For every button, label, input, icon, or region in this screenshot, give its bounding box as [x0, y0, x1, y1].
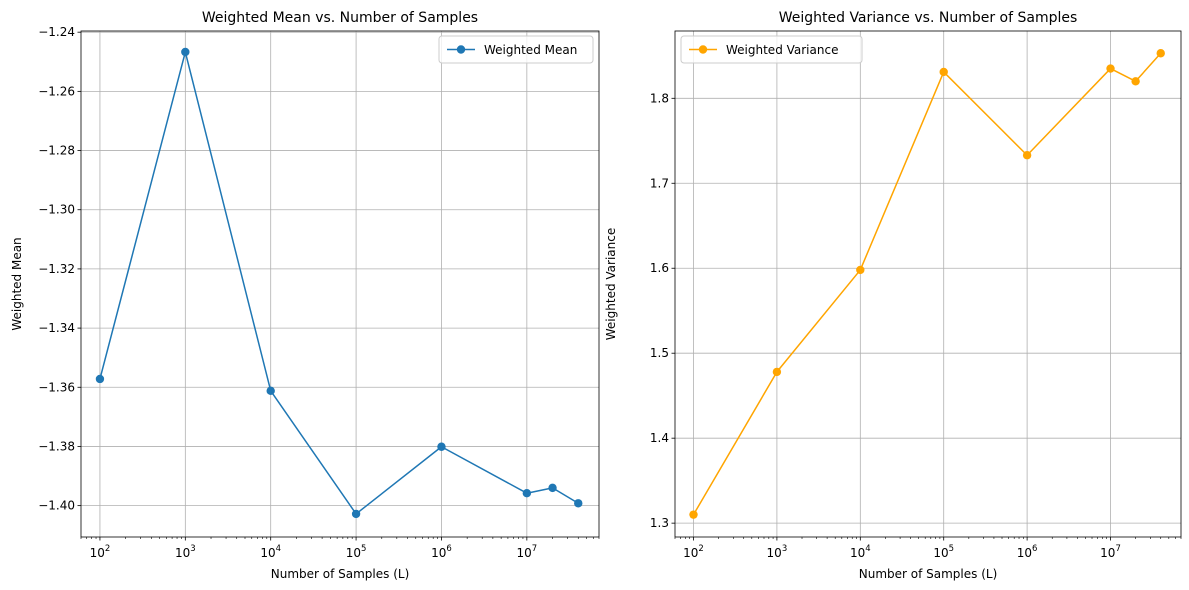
series-line [99, 51, 579, 515]
y-tick-label: −1.30 [38, 203, 75, 217]
legend-marker [698, 45, 708, 54]
axes-frame [674, 30, 1182, 538]
data-point [689, 510, 698, 519]
data-point [181, 47, 190, 57]
series-line [692, 52, 1162, 516]
x-tick-label: 105 [346, 544, 367, 560]
x-tick-label: 107 [1100, 544, 1121, 560]
data-point [1106, 64, 1115, 73]
x-tick-label: 104 [850, 544, 871, 560]
y-tick-label: −1.38 [38, 439, 75, 453]
y-tick-label: 1.3 [650, 516, 669, 530]
grid [81, 31, 599, 537]
y-tick-label: 1.4 [650, 431, 669, 445]
data-point [95, 374, 105, 384]
y-axis-label: Weighted Mean [10, 237, 24, 330]
legend-marker [456, 45, 466, 54]
data-point [1022, 151, 1032, 160]
legend-label: Weighted Mean [484, 43, 577, 57]
y-tick-label: −1.40 [38, 499, 75, 513]
grid [675, 31, 1181, 537]
x-tick-label: 105 [933, 544, 954, 560]
data-point [266, 386, 275, 396]
data-point [522, 489, 532, 498]
chart-weighted-variance: 102 103 104 105 106 107 1.3 1.4 1.5 1.6 1.7 1.8 Weig… [604, 10, 1182, 581]
legend: Weighted Variance [680, 35, 863, 64]
y-tick-label: −1.36 [38, 380, 75, 394]
data-point [939, 67, 948, 77]
x-tick-label: 102 [90, 544, 111, 560]
x-axis-label: Number of Samples (L) [859, 567, 998, 581]
y-tick-label: −1.32 [38, 262, 75, 276]
y-tick-label: −1.28 [38, 144, 75, 158]
legend-label: Weighted Variance [726, 43, 838, 57]
x-tick-label: 106 [431, 544, 452, 560]
x-tick-label: 103 [175, 544, 196, 560]
x-axis-label: Number of Samples (L) [271, 567, 410, 581]
data-point [856, 265, 865, 275]
axes-frame [80, 30, 600, 538]
x-tick-label: 104 [260, 544, 281, 560]
y-tick-label: 1.7 [650, 176, 669, 190]
y-tick-label: 1.6 [650, 261, 669, 275]
data-point [548, 483, 557, 493]
y-tick-label: −1.26 [38, 84, 75, 98]
chart-title: Weighted Mean vs. Number of Samples [202, 10, 478, 26]
data-point [351, 509, 361, 519]
data-point [574, 499, 583, 508]
legend: Weighted Mean [438, 35, 594, 64]
y-tick-label: 1.8 [650, 91, 669, 105]
y-tick-label: 1.5 [650, 346, 669, 360]
x-tick-label: 107 [516, 544, 537, 560]
legend-frame [680, 35, 863, 64]
y-tick-label: −1.24 [38, 25, 75, 39]
x-tick-label: 106 [1017, 544, 1038, 560]
chart-title: Weighted Variance vs. Number of Samples [779, 10, 1078, 26]
y-tick-label: −1.34 [38, 321, 75, 335]
x-tick-label: 103 [767, 544, 788, 560]
chart-weighted-mean: 102 103 104 105 106 107 −1.24 −1.26 −1.28 −1.30 −1… [10, 10, 600, 581]
legend-frame [438, 35, 594, 64]
x-tick-label: 102 [683, 544, 704, 560]
data-point [1156, 49, 1165, 58]
data-point [437, 442, 446, 451]
data-point [1131, 77, 1140, 86]
y-axis-label: Weighted Variance [604, 228, 618, 340]
data-point [772, 367, 782, 377]
